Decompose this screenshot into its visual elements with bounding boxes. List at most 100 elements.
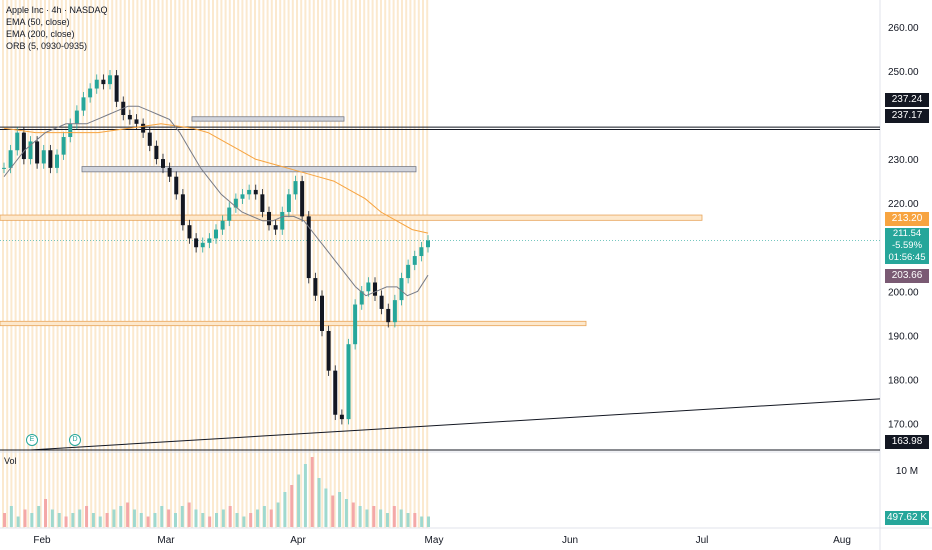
candle-body [55,154,59,168]
volume-bar [372,506,376,527]
session-stripe [44,0,46,528]
volume-bar [379,509,383,527]
session-stripe [6,0,9,528]
dividend-marker-icon[interactable]: D [69,434,81,446]
session-stripe [31,0,34,528]
volume-bar [413,513,417,527]
candle-body [15,132,20,151]
session-stripe [23,0,25,528]
volume-bar [160,506,164,527]
orb-zone [0,214,703,221]
last-price: 211.54 [892,228,922,239]
volume-bar [427,516,430,527]
session-stripe [279,0,282,528]
candle-body [48,150,53,168]
session-stripe [195,0,198,528]
volume-bar [126,502,130,527]
ema200-badge: 213.20 [885,212,929,226]
session-stripe [270,0,273,528]
volume-bar [276,502,280,527]
volume-bar [420,516,424,527]
session-stripe [123,0,126,528]
volume-bar [91,513,95,527]
session-stripe [262,0,265,528]
session-stripe [371,0,374,528]
orb-zone [0,320,587,327]
candle-body [273,225,278,230]
y-tick-label: 230.00 [888,155,919,166]
volume-bar [235,513,239,527]
volume-bar [351,502,355,527]
session-stripe [258,0,261,528]
ema50-legend[interactable]: EMA (50, close) [6,17,70,27]
candle-body [260,194,265,212]
session-stripe [392,0,395,528]
session-stripe [401,0,403,528]
session-stripe [149,0,151,528]
session-stripe [39,0,42,528]
candle-body [207,238,212,243]
session-stripe [107,0,109,528]
volume-bar [324,488,328,527]
session-stripe [81,0,84,528]
candle-body [426,240,430,248]
session-stripe [186,0,189,528]
session-stripe [245,0,248,528]
last-price-box: 211.54 -5.59% 01:56:45 [885,228,929,264]
session-stripe [304,0,307,528]
volume-bar [399,509,403,527]
ema50-line [3,105,429,297]
candle-body [81,97,86,111]
session-stripe [199,0,202,528]
session-stripe [35,0,38,528]
orb-legend[interactable]: ORB (5, 0930-0935) [6,41,88,51]
session-stripe [321,0,324,528]
symbol-title[interactable]: Apple Inc · 4h · NASDAQ [6,5,108,15]
volume-label[interactable]: Vol [4,456,17,466]
volume-bar [249,513,253,527]
session-stripe [165,0,168,528]
candle-body [127,114,132,120]
session-stripe [312,0,315,528]
candle-body [167,167,172,177]
candle-body [174,176,179,195]
candle-body [392,300,397,323]
session-stripe [65,0,67,528]
candle-body [399,278,404,301]
x-tick-label: Mar [157,535,175,546]
candle-body [406,264,411,279]
candle-body [161,159,165,168]
volume-bar [310,457,314,527]
y-tick-label: 250.00 [888,67,919,78]
volume-bar [317,478,321,527]
candle-body [300,181,305,217]
candle-body [320,295,324,331]
candle-body [68,123,73,138]
volume-bar [331,495,335,527]
earnings-marker-icon[interactable]: E [26,434,38,446]
volume-bar [85,506,89,527]
session-stripe [333,0,336,528]
candle-body [108,75,112,85]
volume-bar [365,509,369,527]
session-stripe [216,0,219,528]
candle-body [253,189,258,195]
session-stripe [354,0,357,528]
y-tick-label: 200.00 [888,287,919,298]
ema50-badge: 203.66 [885,269,929,283]
session-stripe [178,0,181,528]
candle-body [134,119,139,124]
session-stripe [170,0,172,528]
volume-bar [201,513,205,527]
volume-bar [344,499,348,527]
candle-body [366,282,371,292]
volume-bar [112,509,116,527]
volume-bar [283,492,287,527]
x-tick-label: Apr [290,535,306,546]
x-tick-label: Feb [33,535,51,546]
ema200-legend[interactable]: EMA (200, close) [6,29,75,39]
session-stripe [77,0,80,528]
candle-body [35,141,40,164]
session-stripe [119,0,122,528]
